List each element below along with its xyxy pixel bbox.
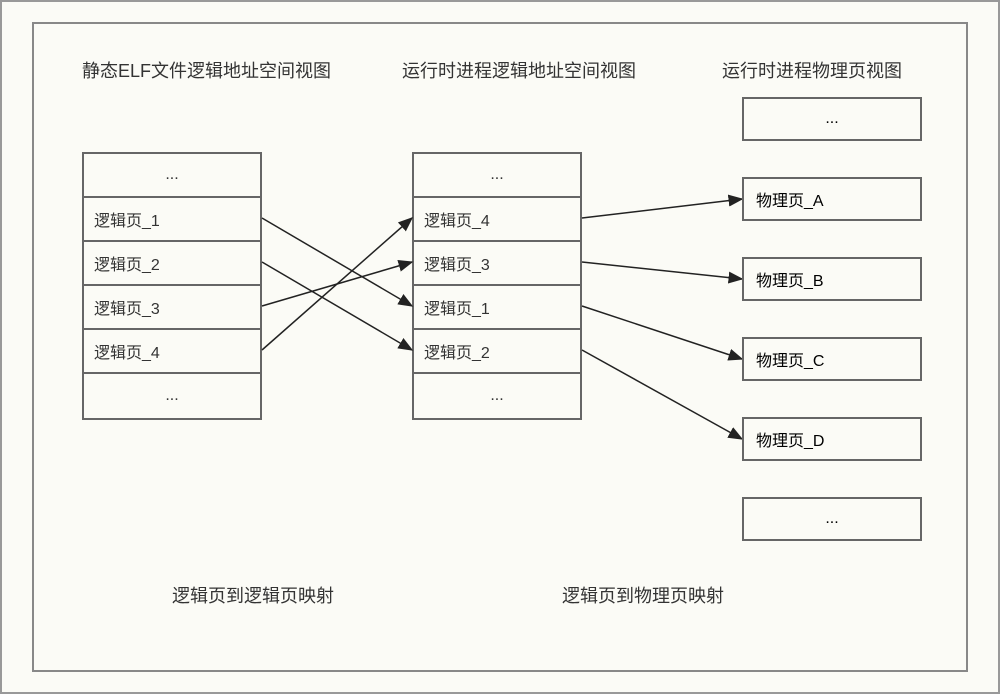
col2-title: 运行时进程逻辑地址空间视图 [402, 57, 636, 83]
bottom-label-2: 逻辑页到物理页映射 [562, 582, 724, 608]
col1-stack: ...逻辑页_1逻辑页_2逻辑页_3逻辑页_4... [82, 152, 262, 420]
cell: 逻辑页_3 [414, 242, 580, 286]
cell: 逻辑页_3 [84, 286, 260, 330]
physical-page-box: ... [742, 97, 922, 141]
physical-page-box: 物理页_D [742, 417, 922, 461]
physical-page-box: 物理页_A [742, 177, 922, 221]
diagram-canvas: 静态ELF文件逻辑地址空间视图 运行时进程逻辑地址空间视图 运行时进程物理页视图… [0, 0, 1000, 694]
cell: 逻辑页_4 [414, 198, 580, 242]
cell: 逻辑页_2 [84, 242, 260, 286]
col3-title: 运行时进程物理页视图 [722, 57, 902, 83]
cell: ... [84, 374, 260, 418]
cell: ... [414, 374, 580, 418]
bottom-label-1: 逻辑页到逻辑页映射 [172, 582, 334, 608]
cell: 逻辑页_1 [414, 286, 580, 330]
physical-page-box: 物理页_B [742, 257, 922, 301]
cell: ... [414, 154, 580, 198]
col1-title: 静态ELF文件逻辑地址空间视图 [82, 57, 331, 83]
cell: ... [84, 154, 260, 198]
physical-page-box: ... [742, 497, 922, 541]
physical-page-box: 物理页_C [742, 337, 922, 381]
col2-stack: ...逻辑页_4逻辑页_3逻辑页_1逻辑页_2... [412, 152, 582, 420]
cell: 逻辑页_2 [414, 330, 580, 374]
cell: 逻辑页_1 [84, 198, 260, 242]
cell: 逻辑页_4 [84, 330, 260, 374]
